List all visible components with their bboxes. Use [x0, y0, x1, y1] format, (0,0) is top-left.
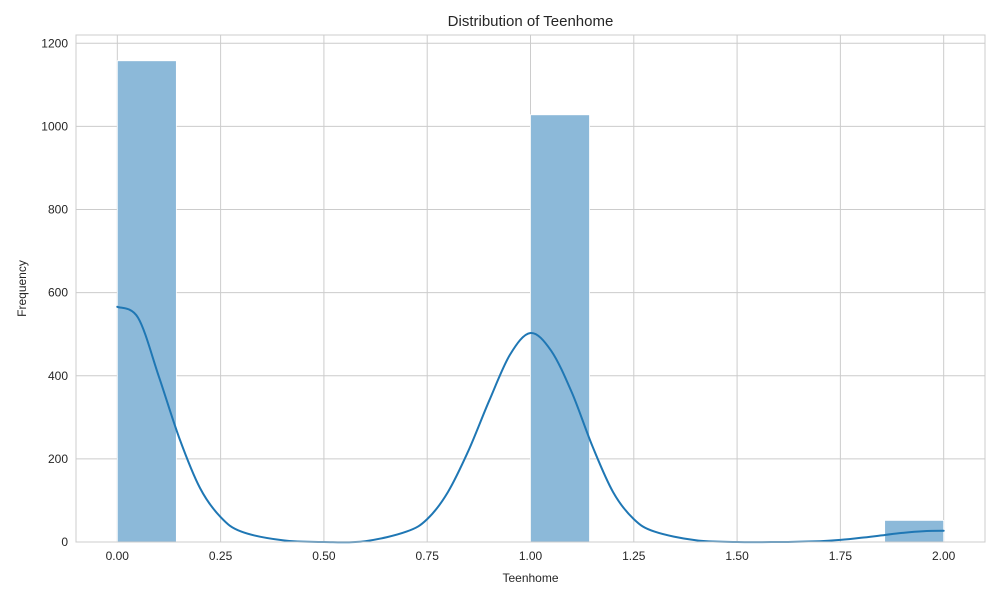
histogram-bar [116, 60, 177, 543]
y-tick-label: 600 [48, 286, 68, 300]
plot-frame [75, 34, 986, 543]
x-tick-label: 1.00 [519, 549, 543, 563]
y-axis-label: Frequency [15, 260, 29, 317]
x-tick-label: 1.50 [725, 549, 749, 563]
y-tick-label: 1200 [41, 36, 68, 50]
y-tick-label: 1000 [41, 119, 68, 133]
x-tick-label: 0.25 [209, 549, 233, 563]
x-tick-label: 0.75 [416, 549, 440, 563]
x-tick-label: 0.00 [106, 549, 130, 563]
chart-title: Distribution of Teenhome [448, 13, 614, 30]
x-tick-label: 1.75 [829, 549, 853, 563]
x-tick-label: 2.00 [932, 549, 956, 563]
tick-labels: 0.00 0.25 0.50 0.75 1.00 1.25 1.50 1.75 2.00 0 200… [41, 36, 955, 563]
x-tick-label: 1.25 [622, 549, 646, 563]
y-tick-label: 200 [48, 452, 68, 466]
kde-curve [116, 305, 945, 544]
y-tick-label: 800 [48, 203, 68, 217]
x-axis-label: Teenhome [502, 571, 558, 585]
y-tick-label: 0 [61, 535, 68, 549]
histogram-bar [530, 114, 590, 543]
x-tick-label: 0.50 [312, 549, 336, 563]
histogram-bars [116, 60, 945, 543]
y-tick-label: 400 [48, 369, 68, 383]
